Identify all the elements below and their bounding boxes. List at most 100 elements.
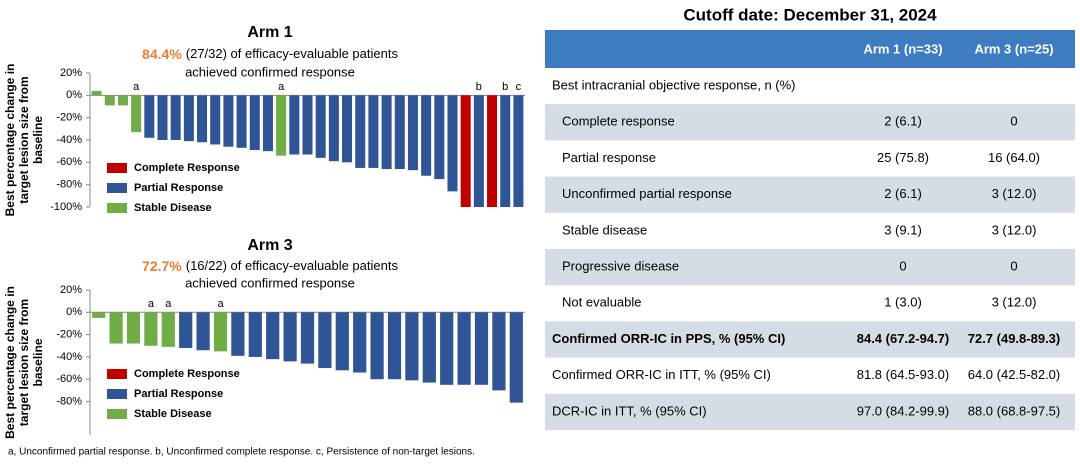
column-header: Arm 3 (n=25) — [974, 41, 1053, 56]
legend-swatch — [107, 409, 127, 419]
row-label: Progressive disease — [562, 259, 679, 274]
bar — [144, 312, 158, 346]
cell: 0 — [1010, 114, 1017, 129]
bar — [179, 312, 193, 348]
annotation: a — [217, 298, 224, 310]
y-tick-label: 0% — [66, 89, 82, 101]
subtitle-highlight: 84.4% — [142, 46, 182, 62]
cell: 0 — [899, 259, 906, 274]
bar — [289, 95, 300, 155]
bar — [161, 312, 175, 347]
annotation: a — [148, 298, 155, 310]
bar — [473, 95, 484, 207]
legend-swatch — [107, 203, 127, 213]
subtitle: achieved confirmed response — [185, 64, 355, 79]
y-tick-label: -80% — [56, 395, 82, 407]
bar — [460, 95, 471, 207]
bar — [353, 312, 367, 373]
row-label: Stable disease — [562, 222, 647, 237]
row-shade — [545, 176, 1075, 213]
bar — [513, 95, 524, 207]
y-tick-label: -100% — [50, 201, 82, 213]
bar — [196, 312, 210, 351]
y-tick-label: -20% — [56, 329, 82, 341]
bar — [249, 95, 260, 151]
y-tick-label: 20% — [60, 67, 82, 79]
bar — [394, 95, 405, 170]
legend-label: Stable Disease — [134, 202, 212, 214]
y-axis-label: target lesion size from — [17, 76, 31, 203]
bar — [328, 95, 339, 162]
legend-label: Complete Response — [134, 368, 240, 380]
bar — [283, 312, 297, 362]
y-tick-label: 0% — [66, 306, 82, 318]
cell: 2 (6.1) — [884, 114, 922, 129]
subtitle-text: (27/32) of efficacy-evaluable patients — [186, 46, 399, 61]
bar — [197, 95, 208, 143]
y-axis-label: baseline — [31, 116, 45, 164]
bar — [440, 312, 454, 385]
row-shade — [545, 104, 1075, 141]
cell: 3 (12.0) — [992, 222, 1037, 237]
annotation: a — [278, 81, 285, 93]
bar — [457, 312, 471, 385]
legend-label: Stable Disease — [134, 408, 212, 420]
bar — [405, 312, 419, 381]
y-tick-label: -60% — [56, 373, 82, 385]
y-tick-label: -60% — [56, 156, 82, 168]
legend-swatch — [107, 389, 127, 399]
annotation: c — [516, 81, 522, 93]
legend-label: Complete Response — [134, 162, 240, 174]
row-label: Confirmed ORR-IC in ITT, % (95% CI) — [552, 367, 771, 382]
bar — [183, 95, 194, 142]
table-title: Cutoff date: December 31, 2024 — [683, 5, 937, 24]
bar — [126, 312, 141, 344]
bar — [474, 312, 489, 385]
cell: 97.0 (84.2-99.9) — [857, 403, 950, 418]
bar — [302, 95, 313, 155]
bar — [500, 95, 511, 207]
bar — [131, 95, 142, 133]
chart-title: Arm 3 — [247, 237, 292, 254]
subtitle-text: (16/22) of efficacy-evaluable patients — [186, 258, 399, 273]
cell: 2 (6.1) — [884, 186, 922, 201]
bar — [144, 95, 155, 138]
bar — [335, 312, 349, 371]
row-shade — [545, 249, 1075, 286]
cell: 0 — [1010, 259, 1017, 274]
cell: 3 (12.0) — [992, 295, 1037, 310]
row-label: Complete response — [562, 114, 675, 129]
bar — [434, 95, 445, 180]
cell: 3 (9.1) — [884, 222, 922, 237]
legend-label: Partial Response — [134, 182, 223, 194]
bar — [92, 312, 106, 318]
cell: 84.4 (67.2-94.7) — [857, 331, 950, 346]
cell: 64.0 (42.5-82.0) — [968, 367, 1061, 382]
row-label: DCR-IC in ITT, % (95% CI) — [552, 403, 707, 418]
section-label: Best intracranial objective response, n … — [552, 78, 796, 93]
y-tick-label: 20% — [60, 284, 82, 296]
bar — [262, 95, 273, 152]
chart-title: Arm 1 — [247, 24, 292, 41]
row-label: Confirmed ORR-IC in PPS, % (95% CI) — [552, 331, 785, 346]
y-axis-label: baseline — [31, 338, 45, 386]
annotation: b — [502, 81, 508, 93]
row-label: Partial response — [562, 150, 656, 165]
cell: 81.8 (64.5-93.0) — [857, 367, 950, 382]
y-tick-label: -40% — [56, 134, 82, 146]
bar — [266, 312, 280, 360]
bar — [422, 312, 436, 383]
bar — [370, 312, 384, 380]
bar — [487, 95, 498, 207]
y-tick-label: -80% — [56, 179, 82, 191]
row-shade — [545, 321, 1075, 358]
bar — [315, 95, 326, 158]
bar — [381, 95, 392, 170]
bar — [104, 95, 115, 106]
y-axis-label: Best percentage change in — [3, 64, 17, 217]
footnote: a, Unconfirmed partial response. b, Unco… — [8, 447, 475, 458]
bar — [157, 95, 168, 140]
bar — [276, 95, 287, 156]
bar — [213, 312, 228, 352]
